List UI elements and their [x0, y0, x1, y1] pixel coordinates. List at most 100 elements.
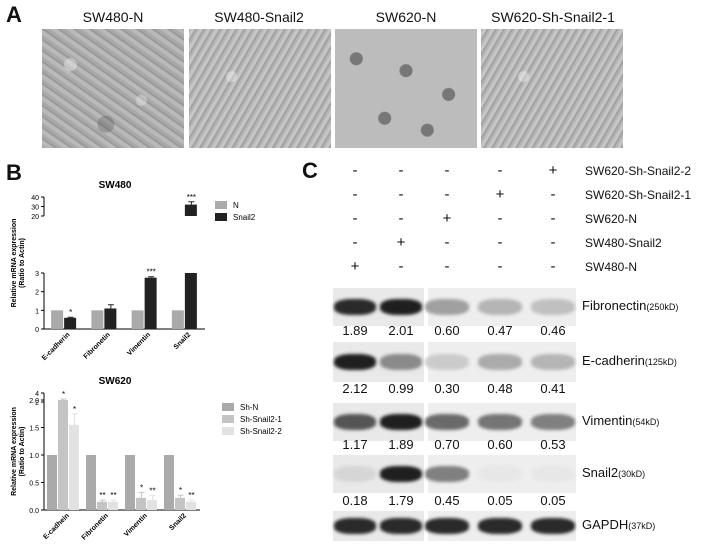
chart-sw480: SW480 Relative mRNA expression (Ratio to A…: [11, 180, 256, 362]
blot-label: E-cadherin(125kD): [582, 353, 677, 368]
micrograph-sw480-n: [42, 29, 184, 148]
bar: [184, 204, 197, 216]
y-tick-label: 3: [35, 271, 39, 278]
significance-mark: **: [110, 491, 116, 500]
condition-label: SW620-N: [585, 212, 638, 226]
y-tick-label: 1.5: [29, 426, 39, 433]
significance-mark: ***: [187, 193, 196, 202]
x-tick-label: E-cadhein: [42, 512, 71, 541]
y-tick-label: 1: [35, 308, 39, 315]
blot-band: [380, 518, 422, 534]
condition-sign: -: [398, 162, 404, 179]
y-tick-label: 30: [31, 205, 39, 212]
bar: [97, 501, 107, 510]
condition-sign: +: [442, 210, 452, 227]
blot-band: [425, 299, 469, 315]
bar: [125, 455, 135, 510]
blot-band: [334, 299, 376, 315]
significance-mark: *: [140, 483, 143, 492]
condition-sign: -: [444, 258, 450, 275]
bar: [104, 308, 117, 329]
y-tick-label: 2: [35, 400, 39, 407]
bar: [58, 400, 68, 402]
densitometry-value: 0.60: [487, 437, 513, 452]
densitometry-value: 0.05: [487, 493, 513, 508]
densitometry-value: 0.47: [487, 323, 513, 338]
densitometry-value: 2.01: [388, 323, 414, 338]
condition-label: SW620-Sh-Snail2-1: [585, 188, 692, 202]
condition-sign: -: [444, 234, 450, 251]
densitometry-value: 0.05: [540, 493, 566, 508]
bar: [175, 497, 185, 510]
x-tick-label: Vimentin: [123, 512, 149, 538]
blot-band: [531, 518, 575, 534]
blot-band: [380, 354, 422, 370]
legend-swatch: [222, 427, 234, 435]
bar: [69, 424, 79, 510]
densitometry-value: 0.45: [434, 493, 460, 508]
x-tick-label: E-cadherin: [41, 331, 72, 362]
condition-label: SW480-Snail2: [585, 236, 662, 250]
significance-mark: **: [188, 491, 194, 500]
condition-sign: -: [444, 162, 450, 179]
blot-band: [380, 466, 422, 482]
bar: [108, 501, 118, 510]
legend-label: Sh-Snail2-1: [240, 415, 282, 424]
blot-band: [531, 466, 575, 482]
protein-name: E-cadherin: [582, 353, 645, 368]
condition-sign: -: [497, 210, 503, 227]
bar: [47, 455, 57, 510]
protein-name: Fibronectin: [582, 298, 647, 313]
panel-b-letter: B: [6, 160, 22, 185]
condition-label: SW480-N: [585, 260, 638, 274]
x-tick-label: Vimentin: [126, 331, 152, 357]
y-tick-label: 0: [35, 327, 39, 334]
condition-sign: -: [352, 162, 358, 179]
densitometry-value: 0.53: [540, 437, 566, 452]
chart-title: SW480: [99, 180, 132, 191]
blot-label: GAPDH(37kD): [582, 517, 655, 532]
densitometry-value: 0.46: [540, 323, 566, 338]
blot-band: [478, 354, 522, 370]
significance-mark: ***: [146, 268, 155, 277]
densitometry-value: 2.12: [342, 381, 368, 396]
bar-lower: [58, 400, 68, 510]
micrograph-sw480-snail2: [189, 29, 331, 148]
x-tick-label: Fibronetin: [81, 512, 110, 541]
legend-swatch: [215, 213, 227, 221]
bar: [147, 500, 157, 510]
blot-band: [478, 518, 522, 534]
condition-sign: -: [398, 186, 404, 203]
protein-size: (30kD): [618, 469, 646, 479]
protein-size: (54kD): [632, 417, 660, 427]
condition-sign: -: [398, 210, 404, 227]
protein-size: (125kD): [644, 357, 677, 367]
condition-sign: -: [550, 210, 556, 227]
densitometry-value: 0.30: [434, 381, 460, 396]
condition-sign: -: [550, 186, 556, 203]
y-tick-label: 2.0: [29, 398, 39, 405]
significance-mark: *: [69, 308, 72, 317]
condition-sign: -: [497, 234, 503, 251]
condition-label: SW620-Sh-Snail2-2: [585, 164, 692, 178]
legend-label: N: [233, 201, 239, 210]
condition-sign: -: [398, 258, 404, 275]
legend-label: Snail2: [233, 213, 256, 222]
blot-band: [425, 518, 469, 534]
y-tick-label: 20: [31, 214, 39, 221]
bar: [131, 310, 144, 329]
micrograph-sw620-sh-snail2-1: [481, 29, 623, 148]
bar: [171, 310, 184, 329]
y-axis-label: Relative mRNA expression: [11, 407, 18, 496]
significance-mark: *: [179, 486, 182, 495]
protein-size: (250kD): [646, 302, 679, 312]
bar: [64, 317, 77, 329]
bar: [51, 310, 64, 329]
chart-sw620: SW620 Relative mRNA expression (Ratio to A…: [11, 376, 282, 542]
blot-band: [334, 354, 376, 370]
blot-band: [380, 414, 422, 430]
y-tick-label: 4: [35, 391, 39, 398]
condition-sign: -: [497, 258, 503, 275]
significance-mark: *: [62, 390, 65, 399]
y-tick-label: 2: [35, 290, 39, 297]
